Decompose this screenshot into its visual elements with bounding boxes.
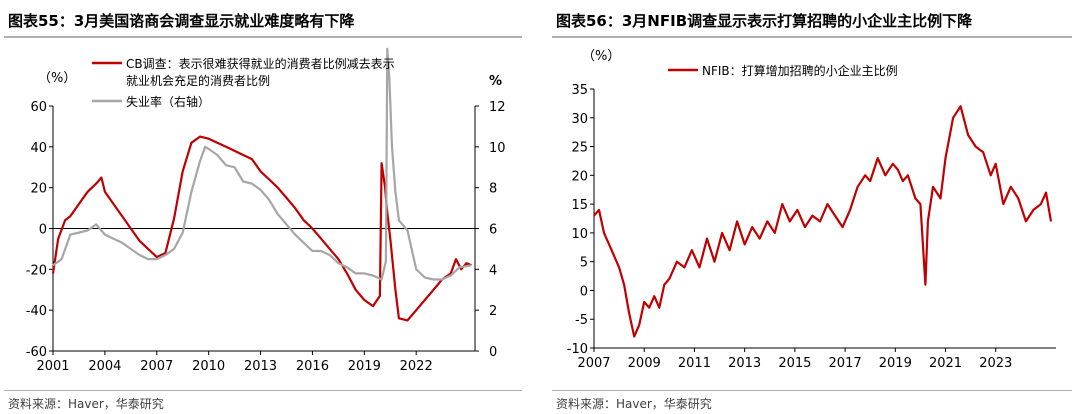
x-tick-label: 2011 (678, 356, 711, 371)
source-note: 资料来源：Haver，华泰研究 (556, 397, 712, 411)
y-tick-label: -20 (26, 263, 47, 278)
series-line (52, 47, 472, 281)
x-tick-label: 2021 (929, 356, 962, 371)
y-tick-label: 20 (30, 182, 47, 197)
line-chart-cb: -60 -40 -20 0 20 40 60 0 2 4 6 8 10 12 2001 2004 2007 201… (26, 47, 506, 374)
y-tick-label: 30 (571, 112, 588, 127)
legend-label: 就业机会充足的消费者比例 (126, 73, 270, 88)
y-tick-label: 5 (580, 256, 588, 271)
y-tick-label: 0 (580, 284, 588, 299)
y-tick-label: 10 (571, 227, 588, 242)
legend-label: CB调查：表示很难获得就业的消费者比例减去表示 (126, 56, 395, 71)
x-tick-label: 2009 (628, 356, 661, 371)
y-tick-label: -60 (26, 345, 47, 360)
y-tick-label: 20 (571, 169, 588, 184)
x-tick-label: 2007 (577, 356, 610, 371)
y2-tick-label: 10 (489, 141, 506, 156)
x-tick-label: 2010 (192, 359, 225, 374)
y-tick-label: 25 (571, 141, 588, 156)
y2-axis-unit: % (489, 74, 502, 89)
y2-tick-label: 8 (489, 182, 497, 197)
x-tick-label: 2022 (400, 359, 433, 374)
y-tick-label: -40 (26, 304, 47, 319)
series-line (51, 135, 472, 322)
y-tick-label: 35 (571, 83, 588, 98)
y2-tick-label: 12 (489, 100, 506, 115)
y-axis-unit: （%） (38, 71, 76, 86)
footer-divider (552, 390, 1072, 391)
title-divider (4, 36, 522, 38)
x-tick-label: 2017 (829, 356, 862, 371)
x-tick-label: 2001 (36, 359, 69, 374)
x-tick-label: 2023 (979, 356, 1012, 371)
title-divider (552, 36, 1072, 38)
x-tick-label: 2019 (879, 356, 912, 371)
x-tick-label: 2013 (244, 359, 277, 374)
x-tick-label: 2007 (140, 359, 173, 374)
y2-tick-label: 6 (489, 223, 497, 238)
y-tick-label: -5 (575, 313, 588, 328)
y-tick-label: 60 (30, 100, 47, 115)
line-chart-nfib: -10 -5 0 5 10 15 20 25 30 35 2007 2009 2011 2013 2015 2… (567, 49, 1056, 371)
x-tick-label: 2015 (778, 356, 811, 371)
x-tick-label: 2004 (88, 359, 121, 374)
y-tick-label: 40 (30, 141, 47, 156)
chart-title: 图表55：3月美国谘商会调查显示就业难度略有下降 (8, 12, 355, 30)
y-tick-label: 15 (571, 198, 588, 213)
y2-tick-label: 4 (489, 263, 497, 278)
x-tick-label: 2013 (728, 356, 761, 371)
chart-title: 图表56：3月NFIB调查显示表示打算招聘的小企业主比例下降 (556, 12, 973, 30)
chart-panel-left: 图表55：3月美国谘商会调查显示就业难度略有下降 -60 -40 -20 0 20 40 6… (0, 0, 530, 414)
legend-label: 失业率（右轴） (126, 94, 210, 109)
footer-divider (4, 390, 522, 391)
chart-panel-right: 图表56：3月NFIB调查显示表示打算招聘的小企业主比例下降 -10 -5 0 5 10… (548, 0, 1080, 414)
x-tick-label: 2019 (348, 359, 381, 374)
y-tick-label: 0 (39, 223, 47, 238)
y-axis-unit: （%） (582, 49, 620, 64)
y2-tick-label: 0 (489, 345, 497, 360)
x-tick-label: 2016 (296, 359, 329, 374)
y2-tick-label: 2 (489, 304, 497, 319)
legend-label: NFIB：打算增加招聘的小企业主比例 (702, 63, 898, 78)
source-note: 资料来源：Haver，华泰研究 (8, 397, 164, 411)
y-tick-label: -10 (567, 342, 588, 357)
series-line (593, 105, 1053, 338)
